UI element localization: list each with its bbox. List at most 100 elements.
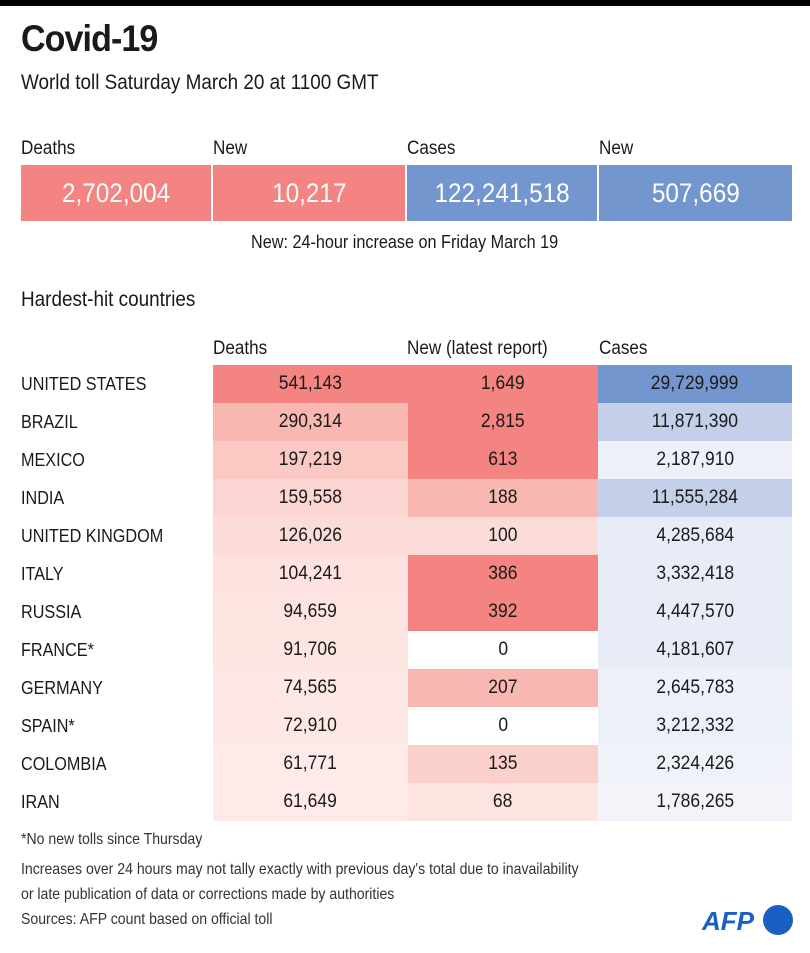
cases-cell-value: 3,212,332 bbox=[656, 715, 734, 736]
new-cell-value: 68 bbox=[493, 791, 513, 812]
column-header-deaths: Deaths bbox=[213, 338, 268, 359]
top-bar bbox=[0, 0, 810, 6]
cases-cell-value: 4,285,684 bbox=[656, 525, 734, 546]
deaths-cell-value: 61,649 bbox=[283, 791, 338, 812]
deaths-cell: 74,565 bbox=[213, 669, 408, 707]
new-cell-value: 1,649 bbox=[481, 373, 525, 394]
table-row: COLOMBIA 61,771 135 2,324,426 bbox=[0, 745, 810, 783]
deaths-cell-value: 159,558 bbox=[278, 487, 343, 508]
cases-cell: 29,729,999 bbox=[598, 365, 792, 403]
deaths-cell: 94,659 bbox=[213, 593, 408, 631]
cases-cell-value: 11,555,284 bbox=[651, 487, 739, 508]
country-name: SPAIN* bbox=[21, 716, 75, 736]
new-cell-value: 207 bbox=[488, 677, 518, 698]
deaths-cell: 159,558 bbox=[213, 479, 408, 517]
country-name: ITALY bbox=[21, 564, 64, 584]
new-cell-value: 386 bbox=[488, 563, 518, 584]
deaths-cell-value: 104,241 bbox=[278, 563, 343, 584]
new-cell: 386 bbox=[408, 555, 598, 593]
new-cell-value: 100 bbox=[488, 525, 518, 546]
summary-label-cases: Cases bbox=[407, 138, 456, 159]
summary-box-cases: 122,241,518 bbox=[407, 165, 597, 221]
new-cell: 100 bbox=[408, 517, 598, 555]
table-row: GERMANY 74,565 207 2,645,783 bbox=[0, 669, 810, 707]
summary-label-new-deaths: New bbox=[213, 138, 248, 159]
deaths-cell-value: 290,314 bbox=[278, 411, 343, 432]
summary-note-text: New: 24-hour increase on Friday March 19 bbox=[251, 232, 559, 252]
cases-cell-value: 4,447,570 bbox=[656, 601, 734, 622]
new-cell: 188 bbox=[408, 479, 598, 517]
deaths-cell-value: 74,565 bbox=[283, 677, 338, 698]
summary-label-new-cases: New bbox=[599, 138, 634, 159]
cases-cell: 2,645,783 bbox=[598, 669, 792, 707]
country-name: GERMANY bbox=[21, 678, 103, 698]
summary-box-new-cases: 507,669 bbox=[599, 165, 792, 221]
summary-box-deaths: 2,702,004 bbox=[21, 165, 211, 221]
country-name: INDIA bbox=[21, 488, 65, 508]
new-cell: 68 bbox=[408, 783, 598, 821]
country-name: BRAZIL bbox=[21, 412, 78, 432]
table-row: UNITED STATES 541,143 1,649 29,729,999 bbox=[0, 365, 810, 403]
cases-cell: 2,324,426 bbox=[598, 745, 792, 783]
table-row: UNITED KINGDOM 126,026 100 4,285,684 bbox=[0, 517, 810, 555]
cases-cell: 3,212,332 bbox=[598, 707, 792, 745]
column-header-new: New (latest report) bbox=[407, 338, 548, 359]
deaths-cell: 72,910 bbox=[213, 707, 408, 745]
new-cell-value: 2,815 bbox=[481, 411, 525, 432]
new-cell-value: 188 bbox=[488, 487, 518, 508]
deaths-cell-value: 126,026 bbox=[278, 525, 343, 546]
deaths-cell: 91,706 bbox=[213, 631, 408, 669]
new-cell: 1,649 bbox=[408, 365, 598, 403]
summary-value-new-cases: 507,669 bbox=[651, 177, 740, 208]
new-cell-value: 0 bbox=[498, 715, 508, 736]
table-row: MEXICO 197,219 613 2,187,910 bbox=[0, 441, 810, 479]
table-row: FRANCE* 91,706 0 4,181,607 bbox=[0, 631, 810, 669]
new-cell: 135 bbox=[408, 745, 598, 783]
afp-logo-circle bbox=[763, 905, 793, 935]
new-cell: 2,815 bbox=[408, 403, 598, 441]
new-cell: 613 bbox=[408, 441, 598, 479]
deaths-cell: 126,026 bbox=[213, 517, 408, 555]
cases-cell: 4,285,684 bbox=[598, 517, 792, 555]
deaths-cell: 197,219 bbox=[213, 441, 408, 479]
deaths-cell-value: 91,706 bbox=[283, 639, 338, 660]
deaths-cell: 290,314 bbox=[213, 403, 408, 441]
new-cell: 392 bbox=[408, 593, 598, 631]
new-cell-value: 135 bbox=[488, 753, 518, 774]
cases-cell: 1,786,265 bbox=[598, 783, 792, 821]
deaths-cell: 104,241 bbox=[213, 555, 408, 593]
deaths-cell-value: 94,659 bbox=[283, 601, 338, 622]
summary-note: New: 24-hour increase on Friday March 19 bbox=[0, 232, 810, 253]
cases-cell-value: 4,181,607 bbox=[656, 639, 734, 660]
country-name: COLOMBIA bbox=[21, 754, 107, 774]
table-row: RUSSIA 94,659 392 4,447,570 bbox=[0, 593, 810, 631]
deaths-cell: 61,649 bbox=[213, 783, 408, 821]
country-name: MEXICO bbox=[21, 450, 85, 470]
table-row: ITALY 104,241 386 3,332,418 bbox=[0, 555, 810, 593]
footnote-sources: Sources: AFP count based on official tol… bbox=[21, 911, 273, 928]
summary-value-deaths: 2,702,004 bbox=[61, 177, 171, 208]
page-subtitle: World toll Saturday March 20 at 1100 GMT bbox=[21, 71, 379, 94]
cases-cell: 4,181,607 bbox=[598, 631, 792, 669]
afp-logo: AFP bbox=[702, 905, 793, 936]
cases-cell-value: 2,324,426 bbox=[656, 753, 734, 774]
new-cell: 207 bbox=[408, 669, 598, 707]
new-cell: 0 bbox=[408, 631, 598, 669]
country-name: FRANCE* bbox=[21, 640, 94, 660]
footnote-line-2: or late publication of data or correctio… bbox=[21, 886, 395, 903]
country-name: RUSSIA bbox=[21, 602, 82, 622]
table-row: IRAN 61,649 68 1,786,265 bbox=[0, 783, 810, 821]
country-name: UNITED KINGDOM bbox=[21, 526, 164, 546]
afp-logo-text: AFP bbox=[702, 906, 755, 936]
table-row: SPAIN* 72,910 0 3,212,332 bbox=[0, 707, 810, 745]
new-cell: 0 bbox=[408, 707, 598, 745]
country-name: UNITED STATES bbox=[21, 374, 147, 394]
footnote-asterisk: *No new tolls since Thursday bbox=[21, 831, 203, 848]
cases-cell-value: 1,786,265 bbox=[656, 791, 734, 812]
deaths-cell-value: 72,910 bbox=[283, 715, 338, 736]
new-cell-value: 0 bbox=[498, 639, 508, 660]
cases-cell-value: 3,332,418 bbox=[656, 563, 734, 584]
cases-cell: 11,871,390 bbox=[598, 403, 792, 441]
section-title: Hardest-hit countries bbox=[21, 288, 196, 311]
cases-cell-value: 2,187,910 bbox=[656, 449, 734, 470]
